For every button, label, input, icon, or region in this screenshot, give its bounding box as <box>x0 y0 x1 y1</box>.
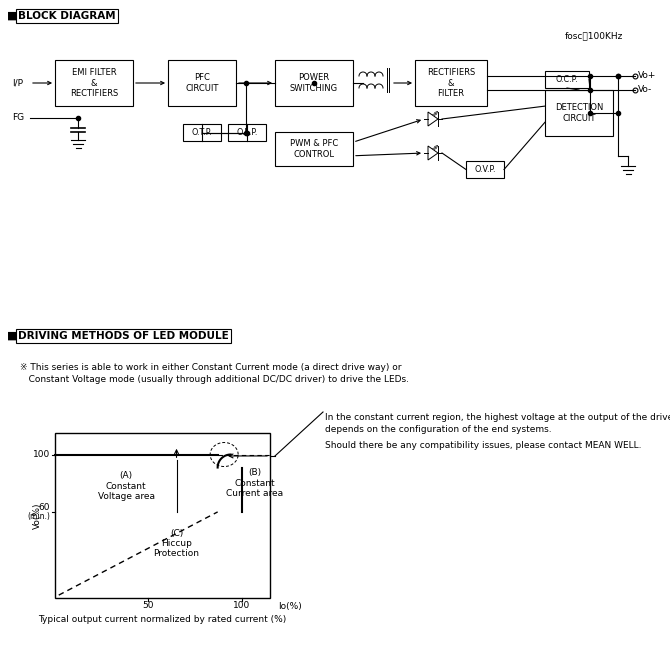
Text: ■: ■ <box>7 11 17 21</box>
Text: 100: 100 <box>33 450 50 459</box>
Text: RECTIFIERS
&
FILTER: RECTIFIERS & FILTER <box>427 68 475 98</box>
Text: Constant Voltage mode (usually through additional DC/DC driver) to drive the LED: Constant Voltage mode (usually through a… <box>20 375 409 384</box>
Text: O.V.P.: O.V.P. <box>474 165 496 174</box>
Text: PFC
CIRCUIT: PFC CIRCUIT <box>186 73 218 92</box>
Text: Should there be any compatibility issues, please contact MEAN WELL.: Should there be any compatibility issues… <box>325 441 641 450</box>
Text: 100: 100 <box>233 601 251 610</box>
Bar <box>545 71 589 88</box>
Text: Vo-: Vo- <box>638 85 653 94</box>
Bar <box>415 60 487 106</box>
Text: In the constant current region, the highest voltage at the output of the driver: In the constant current region, the high… <box>325 413 670 422</box>
Text: EMI FILTER
&
RECTIFIERS: EMI FILTER & RECTIFIERS <box>70 68 118 98</box>
Bar <box>55 60 133 106</box>
Text: POWER
SWITCHING: POWER SWITCHING <box>290 73 338 92</box>
Text: depends on the configuration of the end systems.: depends on the configuration of the end … <box>325 426 551 435</box>
Bar <box>466 161 504 178</box>
Text: 60: 60 <box>38 503 50 512</box>
Text: DETECTION
CIRCUIT: DETECTION CIRCUIT <box>555 103 603 123</box>
Bar <box>55 433 270 598</box>
Text: (B)
Constant
Current area: (B) Constant Current area <box>226 468 283 498</box>
Text: Typical output current normalized by rated current (%): Typical output current normalized by rat… <box>38 616 287 625</box>
Text: O.C.P.: O.C.P. <box>555 75 578 84</box>
Bar <box>168 60 236 106</box>
Text: Vo(%): Vo(%) <box>33 502 42 528</box>
Text: BLOCK DIAGRAM: BLOCK DIAGRAM <box>18 11 116 21</box>
Text: DRIVING METHODS OF LED MODULE: DRIVING METHODS OF LED MODULE <box>18 331 228 341</box>
Text: fosc：100KHz: fosc：100KHz <box>565 32 623 41</box>
Bar <box>545 90 613 136</box>
Text: Vo+: Vo+ <box>638 72 657 81</box>
Text: O.L.P.: O.L.P. <box>237 128 258 137</box>
Bar <box>275 60 353 106</box>
Bar <box>275 132 353 166</box>
Text: ■: ■ <box>7 331 17 341</box>
Text: (min.): (min.) <box>27 512 50 521</box>
Text: Io(%): Io(%) <box>278 601 302 610</box>
Text: (C)
Hiccup
Protection: (C) Hiccup Protection <box>153 528 200 558</box>
Bar <box>183 124 221 141</box>
Text: FG: FG <box>12 114 24 123</box>
Text: ※ This series is able to work in either Constant Current mode (a direct drive wa: ※ This series is able to work in either … <box>20 364 401 373</box>
Text: O.T.P.: O.T.P. <box>192 128 212 137</box>
Text: (A)
Constant
Voltage area: (A) Constant Voltage area <box>98 471 155 501</box>
Bar <box>228 124 266 141</box>
Text: PWM & PFC
CONTROL: PWM & PFC CONTROL <box>290 140 338 159</box>
Text: 50: 50 <box>143 601 154 610</box>
Text: I/P: I/P <box>12 79 23 87</box>
